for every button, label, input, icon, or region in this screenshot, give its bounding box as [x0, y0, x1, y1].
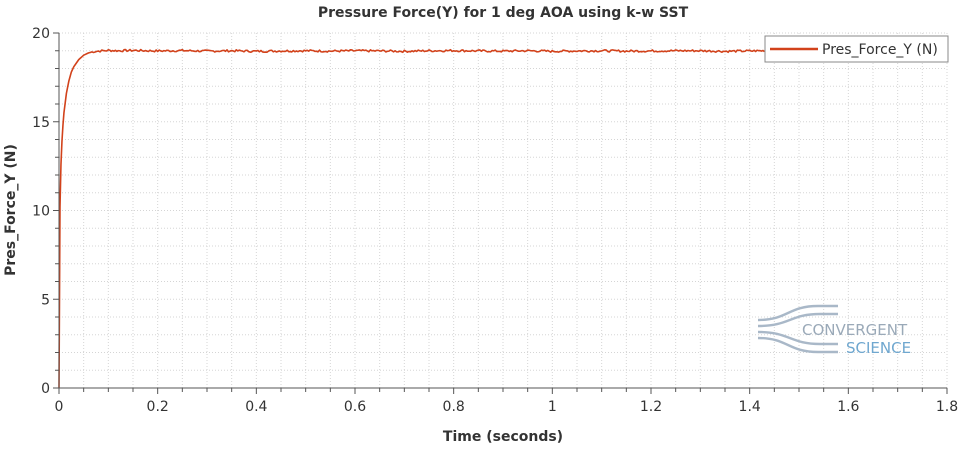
y-tick-label: 5 — [41, 292, 50, 308]
logo-wave-4 — [757, 336, 838, 354]
convergent-science-logo: CONVERGENT SCIENCE — [757, 304, 911, 357]
x-tick-label: 0.8 — [443, 399, 465, 415]
x-tick-label: 1.8 — [936, 399, 958, 415]
y-axis-label: Pres_Force_Y (N) — [3, 144, 19, 276]
x-tick-label: 1.4 — [739, 399, 761, 415]
x-tick-label: 0.6 — [344, 399, 366, 415]
x-tick-label: 0.4 — [245, 399, 267, 415]
x-tick-label: 1.2 — [640, 399, 662, 415]
logo-wave-2 — [757, 312, 838, 328]
y-tick-label: 20 — [32, 26, 50, 42]
x-tick-label: 0.2 — [147, 399, 169, 415]
x-tick-label: 1.6 — [837, 399, 859, 415]
y-tick-label: 15 — [32, 115, 50, 131]
logo-text-science: SCIENCE — [846, 339, 911, 357]
x-tick-label: 1 — [548, 399, 557, 415]
legend: Pres_Force_Y (N) — [764, 35, 949, 63]
series-layer — [58, 48, 765, 389]
y-tick-label: 0 — [41, 381, 50, 397]
ticks: 0 0.2 0.4 0.6 0.8 1 1.2 1.4 1.6 1.8 0 5 10 15 20 — [32, 26, 958, 415]
y-tick-label: 10 — [32, 204, 50, 220]
x-axis-label: Time (seconds) — [443, 429, 563, 445]
x-tick-label: 0 — [55, 399, 64, 415]
logo-wave-1 — [757, 304, 838, 322]
chart-title: Pressure Force(Y) for 1 deg AOA using k-… — [318, 5, 689, 21]
legend-label: Pres_Force_Y (N) — [822, 42, 938, 58]
logo-wave-3 — [757, 330, 838, 346]
logo-text-convergent: CONVERGENT — [802, 321, 908, 339]
series-line-pres-force-y — [58, 48, 765, 389]
